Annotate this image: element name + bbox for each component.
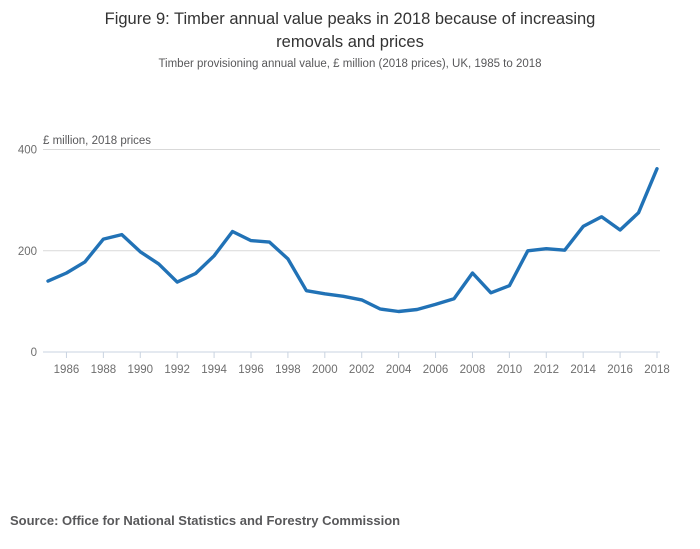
y-tick-label-200: 200 — [18, 246, 37, 258]
chart-title-line2: removals and prices — [276, 33, 424, 52]
x-tick-label-2004: 2004 — [386, 364, 412, 376]
chart-title: Figure 9: Timber annual value peaks in 2… — [0, 8, 700, 54]
x-tick-label-1998: 1998 — [275, 364, 301, 376]
x-tick-label-2006: 2006 — [423, 364, 449, 376]
x-tick-label-2002: 2002 — [349, 364, 375, 376]
timber-value-series-line — [46, 167, 659, 314]
x-tick-label-1990: 1990 — [127, 364, 153, 376]
x-tick-label-2010: 2010 — [497, 364, 523, 376]
x-tick-label-1994: 1994 — [201, 364, 227, 376]
x-tick-label-1992: 1992 — [164, 364, 190, 376]
x-tick-label-1988: 1988 — [91, 364, 117, 376]
x-tick-label-2008: 2008 — [460, 364, 486, 376]
y-tick-label-400: 400 — [18, 145, 37, 157]
chart-title-line1: Figure 9: Timber annual value peaks in 2… — [104, 10, 596, 28]
x-tick-label-2016: 2016 — [607, 364, 633, 376]
x-tick-label-1996: 1996 — [238, 364, 264, 376]
x-tick-label-2000: 2000 — [312, 364, 338, 376]
y-tick-label-0: 0 — [31, 347, 37, 359]
x-tick-label-2012: 2012 — [533, 364, 559, 376]
source-attribution: Source: Office for National Statistics a… — [10, 513, 401, 528]
chart-subtitle: Timber provisioning annual value, £ mill… — [158, 58, 542, 70]
y-axis-unit-label: £ million, 2018 prices — [43, 135, 152, 147]
x-tick-label-2018: 2018 — [644, 364, 670, 376]
x-tick-label-1986: 1986 — [54, 364, 80, 376]
x-tick-label-2014: 2014 — [570, 364, 596, 376]
